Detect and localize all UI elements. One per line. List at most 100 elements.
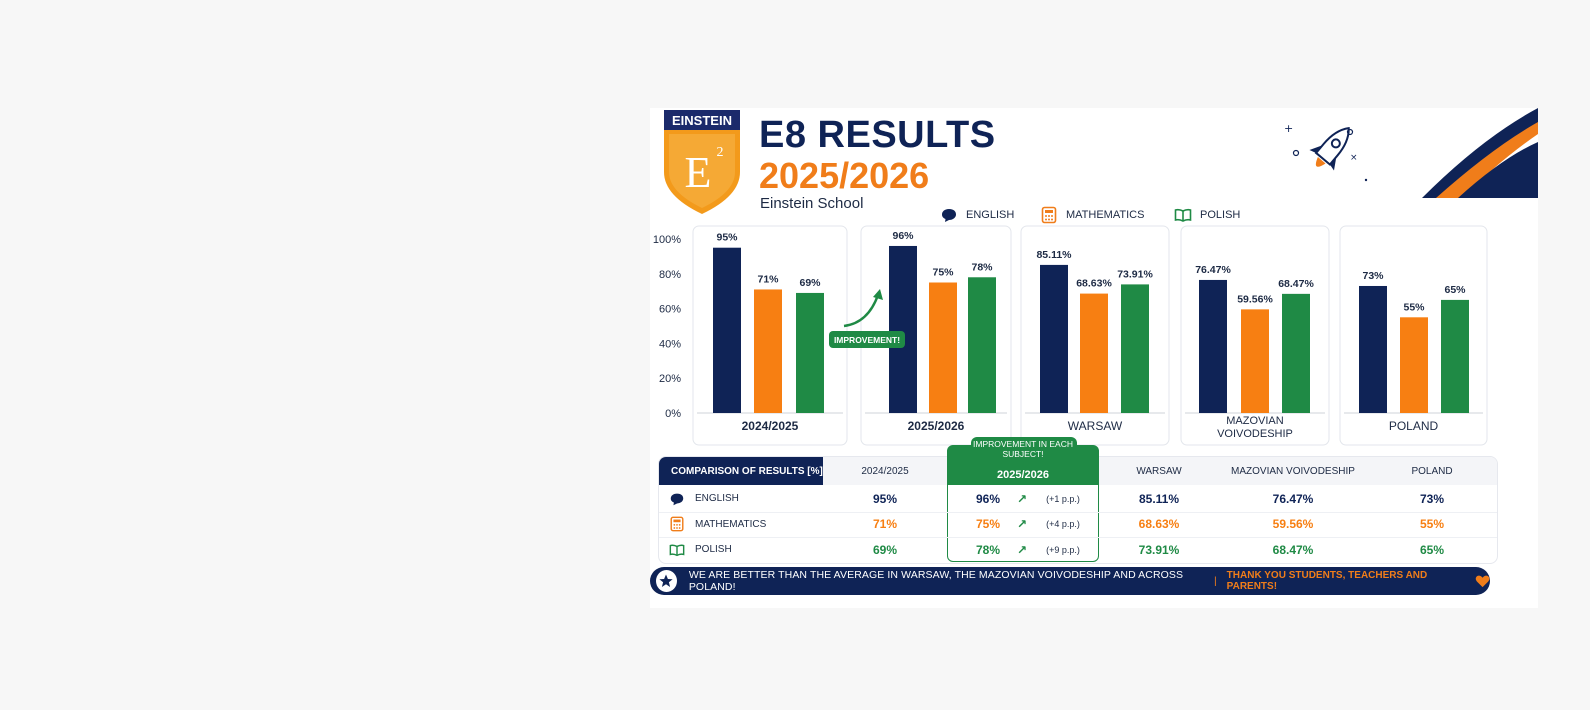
bar-polish — [796, 292, 824, 413]
banner-message: WE ARE BETTER THAN THE AVERAGE IN WARSAW… — [688, 569, 1184, 593]
data-label: 78% — [971, 261, 993, 273]
category-label: MAZOVIAN — [1226, 415, 1284, 427]
table-cell: 75% — [975, 517, 1001, 531]
y-tick-label: 20% — [659, 373, 681, 385]
legend-mathematics: MATHEMATICS — [1040, 206, 1144, 224]
table-delta: (+9 p.p.) — [1046, 544, 1080, 555]
data-label: 68.47% — [1278, 278, 1314, 290]
table-cell: 76.47% — [1272, 491, 1314, 506]
table-delta: (+4 p.p.) — [1046, 519, 1080, 529]
school-name: Einstein School — [760, 195, 864, 212]
category-label: 2024/2025 — [742, 419, 799, 433]
open-book-icon — [1174, 208, 1192, 222]
highlight-header — [947, 445, 1099, 485]
bar-english — [1199, 279, 1227, 413]
bar-mathematics — [1080, 293, 1108, 413]
data-label: 73% — [1362, 270, 1384, 282]
table-header-cell: MAZOVIAN VOIVODESHIP — [1219, 457, 1367, 485]
data-label: 75% — [932, 267, 954, 279]
data-label: 59.56% — [1237, 293, 1273, 305]
speech-bubble-icon — [942, 209, 956, 222]
table-cell: 95% — [872, 491, 898, 506]
table-header-cell: 2024/2025 — [823, 457, 947, 485]
bar-english — [1359, 285, 1387, 413]
results-poster: EINSTEIN E 2 E8 RESULTS 2025/2026 Einste… — [650, 108, 1538, 608]
table-header-cell: POLAND — [1367, 457, 1497, 485]
page-year: 2025/2026 — [759, 155, 930, 196]
row-divider — [659, 511, 1497, 513]
table-cell: 71% — [872, 517, 898, 531]
category-label: VOIVODESHIP — [1217, 428, 1293, 440]
svg-text:EINSTEIN: EINSTEIN — [672, 113, 732, 128]
comparison-table: COMPARISON OF RESULTS [%] 2024/2025 WARS… — [658, 437, 1498, 564]
page-title: E8 RESULTS — [759, 114, 996, 156]
calculator-icon — [670, 516, 684, 532]
category-label: WARSAW — [1068, 419, 1123, 433]
data-label: 69% — [799, 277, 821, 289]
table-cell: 68.63% — [1138, 517, 1180, 531]
table-cell: 73% — [1419, 491, 1445, 506]
bar-english — [1040, 264, 1068, 413]
table-cell: 65% — [1419, 542, 1445, 557]
bar-mathematics — [754, 289, 782, 413]
data-label: 71% — [757, 273, 779, 285]
calculator-icon — [1041, 206, 1057, 224]
highlight-note: IMPROVEMENT IN EACH SUBJECT! — [973, 439, 1073, 459]
results-bar-chart: RESULT [%]0%20%40%60%80%100%2024/202595%… — [653, 225, 1488, 446]
y-tick-label: 80% — [659, 269, 681, 281]
table-header-cell: 2025/2026 — [997, 469, 1049, 481]
bar-polish — [968, 277, 996, 413]
row-divider — [659, 537, 1497, 538]
row-label-text: POLISH — [695, 544, 732, 555]
table-cell: 78% — [975, 542, 1001, 557]
table-cell: 59.56% — [1272, 517, 1314, 531]
row-label-text: MATHEMATICS — [695, 518, 767, 530]
y-tick-label: 100% — [653, 234, 681, 246]
arrow-up-icon: ↗ — [1016, 517, 1028, 531]
data-label: 85.11% — [1036, 249, 1072, 261]
table-cell: 96% — [975, 491, 1001, 506]
bar-english — [889, 245, 917, 413]
speech-bubble-icon — [670, 493, 684, 505]
star-icon — [656, 570, 677, 592]
svg-text:×: × — [1350, 153, 1358, 163]
table-cell: 85.11% — [1138, 491, 1180, 506]
improvement-badge — [829, 331, 905, 348]
data-label: 76.47% — [1195, 264, 1231, 276]
arrow-up-icon: ↗ — [1016, 491, 1028, 506]
table-cell: 69% — [872, 542, 898, 557]
heart-icon — [1475, 575, 1490, 588]
legend-polish: POLISH — [1174, 206, 1240, 224]
open-book-icon — [669, 544, 685, 556]
bar-english — [713, 247, 741, 413]
svg-text:+: + — [1284, 122, 1293, 135]
svg-text:E: E — [685, 148, 712, 197]
table-delta: (+1 p.p.) — [1046, 493, 1080, 504]
bar-mathematics — [1241, 309, 1269, 413]
data-label: 65% — [1444, 284, 1466, 296]
bar-polish — [1282, 293, 1310, 413]
data-label: 73.91% — [1117, 268, 1153, 280]
y-tick-label: 0% — [665, 408, 681, 420]
row-label-text: ENGLISH — [695, 493, 739, 504]
svg-text:2: 2 — [717, 145, 724, 160]
improvement-annotation: IMPROVEMENT! — [834, 335, 900, 345]
data-label: 96% — [892, 230, 914, 242]
einstein-logo: EINSTEIN E 2 — [664, 110, 740, 214]
bar-mathematics — [929, 282, 957, 413]
banner-separator: | — [1213, 575, 1217, 587]
table-title: COMPARISON OF RESULTS [%] — [659, 457, 823, 485]
bar-mathematics — [1400, 317, 1428, 413]
y-tick-label: 40% — [659, 338, 681, 350]
rocket-icon: + × — [1284, 108, 1538, 198]
table-row-label: ENGLISH — [669, 486, 819, 511]
summary-banner: WE ARE BETTER THAN THE AVERAGE IN WARSAW… — [650, 567, 1490, 595]
legend-english: ENGLISH — [940, 206, 1014, 224]
data-label: 55% — [1403, 301, 1425, 313]
bar-polish — [1121, 284, 1149, 413]
y-tick-label: 60% — [659, 304, 681, 316]
bar-polish — [1441, 299, 1469, 413]
data-label: 95% — [716, 232, 738, 244]
table-header-cell: WARSAW — [1099, 457, 1219, 485]
table-row-label: MATHEMATICS — [669, 512, 819, 537]
